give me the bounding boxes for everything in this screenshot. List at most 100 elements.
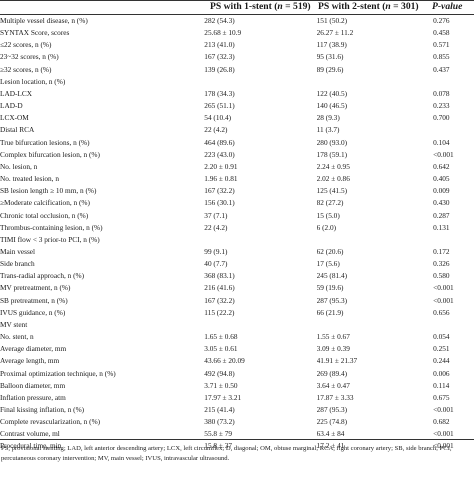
row-p-value <box>433 124 474 136</box>
row-label: SB lesion length ≥ 10 mm, n (%) <box>0 186 97 196</box>
table-row: Average diameter, mm 3.05 ± 0.61 3.09 ± 0.… <box>0 343 474 355</box>
row-p-value <box>433 76 474 88</box>
row-value-1-stent: 15.8 ± 37 <box>204 441 233 451</box>
row-value-2-stent: 89 (29.6) <box>316 64 344 74</box>
table-row: ≤22 scores, n (%) 213 (41.0) 117 (38.9) 0.5… <box>0 39 474 51</box>
row-p-value: 0.054 <box>433 332 450 342</box>
table-header: PS with 1-stent (n = 519) PS with 2-sten… <box>0 1 474 14</box>
row-value-1-stent: 156 (30.1) <box>204 198 235 208</box>
row-value-1-stent: 167 (32.2) <box>204 186 235 196</box>
row-value-2-stent <box>317 234 433 246</box>
table-row: TIMI flow < 3 prior-to PCI, n (%) <box>0 234 474 246</box>
row-label: LAD-LCX <box>0 88 33 98</box>
row-value-1-stent: 380 (73.2) <box>204 417 235 427</box>
table-row: Multiple vessel disease, n (%) 282 (54.3)… <box>0 15 474 27</box>
row-p-value: 0.009 <box>433 186 450 196</box>
row-value-1-stent <box>204 76 316 88</box>
table-header-rule <box>0 14 474 15</box>
row-p-value: 0.006 <box>433 368 450 378</box>
row-value-1-stent: 213 (41.0) <box>204 40 235 50</box>
row-value-1-stent: 43.66 ± 20.09 <box>204 356 245 366</box>
row-label: ≤22 scores, n (%) <box>0 40 52 50</box>
row-label: Final kissing inflation, n (%) <box>0 405 85 414</box>
row-p-value: 0.244 <box>433 356 450 366</box>
data-table: Multiple vessel disease, n (%) 282 (54.3)… <box>0 15 474 453</box>
row-value-1-stent: 55.8 ± 79 <box>204 429 233 439</box>
row-label: SB pretreatment, n (%) <box>0 295 68 305</box>
table-row: No. treated lesion, n 1.96 ± 0.81 2.02 ± 0… <box>0 173 474 185</box>
row-p-value: <0.001 <box>433 149 454 159</box>
row-value-2-stent: 178 (59.1) <box>316 149 348 159</box>
row-label: Main vessel <box>0 246 36 256</box>
row-p-value: 0.642 <box>433 161 450 171</box>
row-value-2-stent: 2.02 ± 0.86 <box>316 174 350 184</box>
row-value-1-stent: 215 (41.4) <box>204 405 235 414</box>
row-value-2-stent: 63.4 ± 84 <box>316 429 345 439</box>
row-value-2-stent: 15 (5.0) <box>316 210 340 220</box>
row-label: No. treated lesion, n <box>0 174 59 184</box>
row-value-2-stent: 269 (89.4) <box>316 368 348 378</box>
row-label: ≥32 scores, n (%) <box>0 64 52 74</box>
table-row: LAD-D 265 (51.1) 140 (46.5) 0.233 <box>0 100 474 112</box>
row-value-1-stent: 167 (32.2) <box>204 295 235 305</box>
row-p-value <box>433 234 474 246</box>
row-value-2-stent: 3.64 ± 0.47 <box>316 380 350 390</box>
row-label: TIMI flow < 3 prior-to PCI, n (%) <box>0 234 100 244</box>
row-p-value: 0.276 <box>433 16 450 25</box>
header-p-value: P-value <box>432 1 463 12</box>
row-value-1-stent: 40 (7.7) <box>204 259 228 269</box>
table-row: MV stent <box>0 319 474 331</box>
row-value-1-stent: 492 (94.8) <box>204 368 235 378</box>
row-value-2-stent: 125 (41.5) <box>316 186 348 196</box>
row-p-value: 0.251 <box>433 344 450 354</box>
row-value-1-stent <box>204 319 316 331</box>
row-value-2-stent: 41.91 ± 21.37 <box>316 356 358 366</box>
row-label: Complex bifurcation lesion, n (%) <box>0 149 100 159</box>
row-value-1-stent: 115 (22.2) <box>204 307 235 317</box>
row-p-value: 0.700 <box>433 113 450 123</box>
row-value-1-stent: 167 (32.3) <box>204 52 235 62</box>
row-value-2-stent: 287 (95.3) <box>316 405 348 414</box>
row-label: Inflation pressure, atm <box>0 392 66 402</box>
table-row: Final kissing inflation, n (%) 215 (41.4)… <box>0 404 474 416</box>
table-row: Chronic total occlusion, n (%) 37 (7.1) 15… <box>0 210 474 222</box>
row-value-2-stent: 280 (93.0) <box>316 137 348 147</box>
row-value-2-stent <box>317 319 433 331</box>
row-label: Chronic total occlusion, n (%) <box>0 210 89 220</box>
row-value-2-stent: 287 (95.3) <box>316 295 348 305</box>
row-label: LCX-OM <box>0 113 29 123</box>
row-label: IVUS guidance, n (%) <box>0 307 66 317</box>
table-row: Thrombus-containing lesion, n (%) 22 (4.2… <box>0 222 474 234</box>
row-p-value: 0.656 <box>433 307 450 317</box>
row-p-value: <0.001 <box>433 295 454 305</box>
row-p-value: 0.437 <box>433 64 450 74</box>
row-value-1-stent: 282 (54.3) <box>204 16 235 25</box>
row-p-value: 0.287 <box>433 210 450 220</box>
row-value-2-stent: 122 (40.5) <box>316 88 348 98</box>
table-row: Complex bifurcation lesion, n (%) 223 (43… <box>0 149 474 161</box>
table-row: Proximal optimization technique, n (%) 49… <box>0 368 474 380</box>
row-label: LAD-D <box>0 101 23 111</box>
row-value-1-stent: 223 (43.0) <box>204 149 235 159</box>
row-label: MV pretreatment, n (%) <box>0 283 71 293</box>
row-p-value: 0.326 <box>433 259 450 269</box>
row-p-value: 0.104 <box>433 137 450 147</box>
row-value-1-stent: 368 (83.1) <box>204 271 235 281</box>
row-p-value: 0.855 <box>433 52 450 62</box>
row-p-value: 0.114 <box>433 380 450 390</box>
row-label: Thrombus-containing lesion, n (%) <box>0 222 103 232</box>
row-value-2-stent: 26.27 ± 11.2 <box>316 28 354 38</box>
row-p-value: <0.001 <box>433 429 454 439</box>
table-row: Lesion location, n (%) <box>0 76 474 88</box>
table-row: MV pretreatment, n (%) 216 (41.6) 59 (19.6… <box>0 282 474 294</box>
row-value-1-stent: 216 (41.6) <box>204 283 235 293</box>
header-ps-2-stent: PS with 2-stent (n = 301) <box>318 1 419 12</box>
row-p-value: 0.571 <box>433 40 450 50</box>
table-row: Contrast volume, ml 55.8 ± 79 63.4 ± 84 <0.… <box>0 428 474 440</box>
row-value-2-stent: 225 (74.8) <box>316 417 348 427</box>
row-p-value: 0.430 <box>433 198 450 208</box>
table-row: No. stent, n 1.65 ± 0.68 1.55 ± 0.67 0.054 <box>0 331 474 343</box>
row-value-1-stent: 17.97 ± 3.21 <box>204 392 242 402</box>
row-p-value: 0.233 <box>433 101 450 111</box>
row-value-1-stent: 139 (26.8) <box>204 64 235 74</box>
